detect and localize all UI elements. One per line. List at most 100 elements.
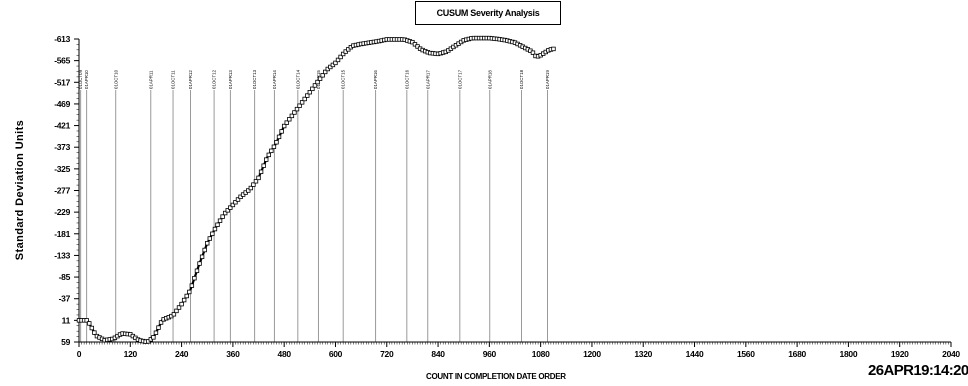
y-tick-label: 11 bbox=[62, 315, 71, 325]
data-point bbox=[338, 54, 343, 60]
data-point bbox=[248, 185, 254, 191]
reference-line-label: 01APR13 bbox=[228, 70, 233, 89]
reference-line-label: 01APR16 bbox=[373, 70, 378, 89]
data-point bbox=[181, 297, 187, 303]
reference-line-label: 01OCT18 bbox=[519, 69, 524, 89]
data-point bbox=[207, 236, 212, 241]
y-tick-label: -181 bbox=[54, 229, 70, 239]
data-point bbox=[210, 231, 215, 236]
x-tick-label: 1680 bbox=[788, 349, 806, 359]
x-tick-label: 0 bbox=[77, 349, 82, 359]
data-point bbox=[199, 254, 205, 259]
y-tick-label: -325 bbox=[54, 164, 70, 174]
data-point bbox=[317, 76, 323, 81]
data-point bbox=[271, 144, 277, 149]
data-point bbox=[281, 123, 287, 129]
data-point bbox=[258, 169, 264, 174]
data-point bbox=[294, 106, 300, 112]
data-point bbox=[197, 261, 202, 266]
y-tick-label: -229 bbox=[54, 207, 70, 217]
reference-line-label: 01APR18 bbox=[487, 70, 492, 89]
data-point bbox=[228, 205, 233, 210]
reference-line-label: 01OCT15 bbox=[341, 69, 346, 89]
data-point bbox=[264, 157, 269, 162]
x-tick-label: 1200 bbox=[583, 349, 601, 359]
x-axis-label: COUNT IN COMPLETION DATE ORDER bbox=[426, 372, 566, 381]
y-tick-label: -85 bbox=[59, 272, 71, 282]
data-point bbox=[187, 289, 192, 295]
data-point bbox=[323, 69, 328, 75]
y-tick-label: -133 bbox=[54, 250, 70, 260]
data-point bbox=[92, 330, 97, 335]
data-point bbox=[176, 305, 182, 310]
reference-line-label: 01APR19 bbox=[545, 70, 550, 89]
reference-line-label: 01OCT11 bbox=[171, 70, 176, 89]
data-point bbox=[269, 148, 274, 154]
data-point bbox=[305, 93, 310, 98]
data-point bbox=[297, 103, 302, 108]
data-point bbox=[87, 321, 92, 326]
x-tick-label: 2040 bbox=[942, 349, 960, 359]
data-point bbox=[194, 268, 200, 273]
timestamp: 26APR19:14:20 bbox=[868, 362, 968, 379]
data-point bbox=[235, 197, 241, 202]
reference-line-label: 01OCT10 bbox=[113, 69, 118, 89]
data-point bbox=[253, 179, 259, 184]
x-tick-label: 240 bbox=[175, 349, 189, 359]
data-point bbox=[174, 308, 179, 314]
data-point bbox=[302, 96, 307, 102]
y-tick-label: -37 bbox=[59, 294, 71, 304]
data-point bbox=[230, 202, 236, 208]
data-point bbox=[530, 50, 536, 55]
data-point bbox=[220, 214, 225, 219]
x-tick-label: 1320 bbox=[634, 349, 652, 359]
data-point bbox=[307, 90, 313, 95]
x-tick-label: 960 bbox=[483, 349, 497, 359]
reference-line-label: 01APR14 bbox=[272, 70, 277, 89]
data-point bbox=[320, 73, 325, 78]
data-point bbox=[279, 129, 284, 134]
x-tick-label: 120 bbox=[124, 349, 138, 359]
reference-line-label: 01APR17 bbox=[425, 70, 430, 89]
data-point bbox=[225, 208, 230, 213]
data-point bbox=[284, 120, 289, 125]
data-point bbox=[184, 293, 189, 299]
data-point bbox=[151, 335, 156, 340]
data-point bbox=[212, 226, 218, 232]
data-point bbox=[192, 275, 197, 281]
data-point bbox=[171, 312, 177, 317]
data-point bbox=[246, 188, 251, 193]
reference-line-label: 01OCT14 bbox=[295, 69, 300, 89]
x-tick-label: 360 bbox=[226, 349, 240, 359]
data-point bbox=[217, 218, 223, 223]
data-point bbox=[205, 241, 210, 246]
reference-line-label: 01APR10 bbox=[84, 70, 89, 89]
data-point bbox=[251, 182, 256, 187]
reference-line-label: 01APR11 bbox=[148, 70, 153, 89]
y-tick-label: -565 bbox=[54, 56, 70, 66]
reference-line-label: 01APR12 bbox=[188, 70, 193, 89]
data-point bbox=[315, 79, 320, 85]
data-point bbox=[202, 247, 207, 253]
data-point bbox=[84, 318, 89, 323]
reference-line-label: 01OCT09 bbox=[78, 69, 83, 89]
reference-line-label: 01OCT13 bbox=[252, 69, 257, 89]
data-point bbox=[299, 100, 305, 105]
data-point bbox=[551, 46, 556, 52]
x-tick-label: 600 bbox=[329, 349, 343, 359]
data-point bbox=[89, 325, 95, 331]
data-point bbox=[340, 51, 346, 57]
data-point bbox=[179, 301, 184, 307]
y-tick-label: -373 bbox=[54, 142, 70, 152]
data-point bbox=[158, 320, 164, 325]
chart-title: CUSUM Severity Analysis bbox=[415, 1, 561, 25]
data-point bbox=[261, 163, 266, 168]
data-point bbox=[333, 60, 338, 66]
data-point bbox=[233, 200, 238, 205]
data-point bbox=[274, 140, 279, 145]
x-tick-label: 480 bbox=[278, 349, 292, 359]
data-point bbox=[153, 330, 159, 335]
data-point bbox=[292, 110, 297, 115]
x-tick-label: 720 bbox=[380, 349, 394, 359]
